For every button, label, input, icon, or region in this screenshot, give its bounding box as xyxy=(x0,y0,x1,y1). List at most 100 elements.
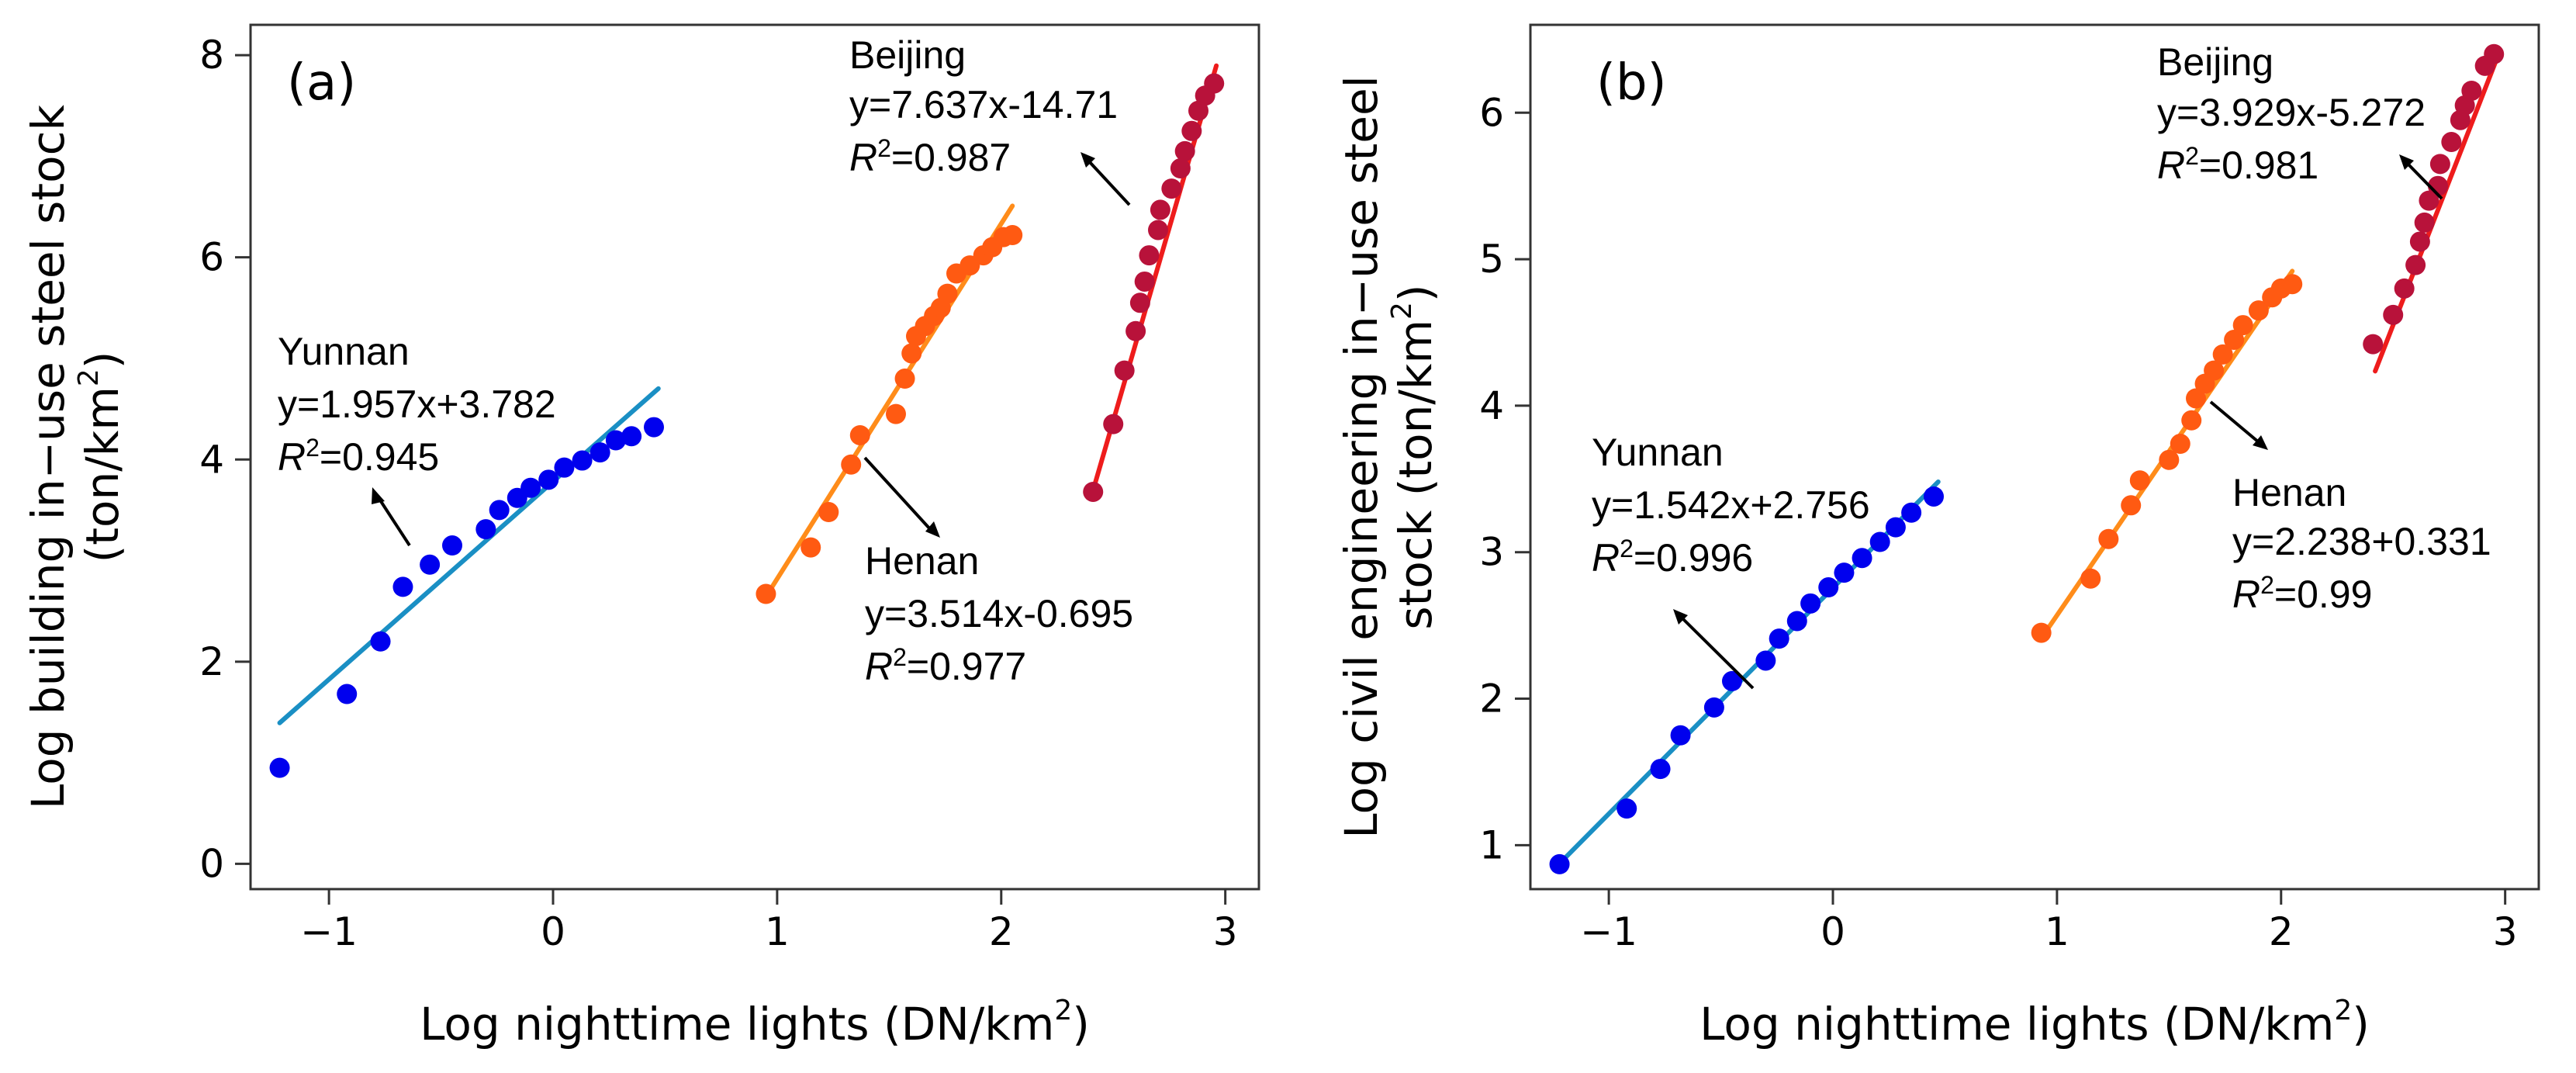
panel-b-henan-point xyxy=(2159,449,2180,470)
panel-a-yunnan-point xyxy=(370,631,391,652)
panel-a-henan-point xyxy=(841,454,862,475)
panel-b-y-axis-title-line2: stock (ton/km2) xyxy=(1386,284,1442,629)
panel-a-yunnan-point xyxy=(489,500,510,521)
panel-a-x-tick-label: 3 xyxy=(1213,909,1238,954)
panel-b-ticks: −1 0 1 2 3 1 2 3 4 5 6 xyxy=(1479,90,2517,954)
panel-a-yunnan-r2: R2=0.945 xyxy=(278,434,439,479)
panel-b-beijing-point xyxy=(2383,304,2404,325)
panel-b-henan-r2: R2=0.99 xyxy=(2232,571,2372,616)
panel-b-y-axis-title-line1: Log civil engineering in−use steel xyxy=(1335,75,1388,839)
panel-b-beijing-point xyxy=(2414,212,2435,233)
panel-a-beijing-label: Beijing xyxy=(849,33,966,77)
panel-b-beijing-point xyxy=(2363,334,2384,355)
panel-a-henan-point xyxy=(1002,225,1023,246)
panel-a-y-axis-title-line2: (ton/km2) xyxy=(73,351,129,563)
panel-a-henan-point xyxy=(818,502,839,523)
panel-b-henan-annotation: Henan y=2.238+0.331 R2=0.99 xyxy=(2209,400,2491,616)
panel-b-yunnan-point xyxy=(1722,670,1742,691)
panel-b-yunnan-point xyxy=(1800,593,1821,614)
panel-a-henan-point xyxy=(800,537,821,558)
panel-a-yunnan-arrow xyxy=(376,495,411,547)
panel-b-beijing-r2: R2=0.981 xyxy=(2157,142,2318,187)
panel-b-henan-equation: y=2.238+0.331 xyxy=(2232,520,2491,563)
panel-a-y-axis-title-line1: Log building in−use steel stock xyxy=(22,105,74,810)
panel-b-y-tick-label: 1 xyxy=(1479,822,1504,867)
panel-b-x-tick-label: −1 xyxy=(1580,909,1637,954)
panel-a-henan-arrowhead xyxy=(925,521,940,538)
panel-a-yunnan-point xyxy=(538,469,559,490)
panel-b-yunnan-equation: y=1.542x+2.756 xyxy=(1592,483,1870,527)
panel-b-yunnan-point xyxy=(1818,577,1839,598)
panel-a-beijing-point xyxy=(1170,158,1191,179)
panel-a-henan-point xyxy=(901,343,922,364)
panel-a-x-tick-label: −1 xyxy=(300,909,358,954)
panel-b-beijing-point xyxy=(2419,190,2439,211)
panel-b-beijing-equation: y=3.929x-5.272 xyxy=(2157,91,2426,134)
panel-b-yunnan-point xyxy=(1769,628,1789,649)
panel-a-henan-point xyxy=(849,424,870,445)
panel-a-yunnan-point xyxy=(420,554,441,575)
panel-a-beijing-point xyxy=(1103,414,1124,434)
panel-a-yunnan-point xyxy=(337,684,358,704)
panel-b-y-axis-title: Log civil engineering in−use steel stock… xyxy=(1335,75,1442,839)
panel-a-yunnan-point xyxy=(605,430,626,451)
panel-a-beijing-point xyxy=(1114,360,1135,381)
panel-a-yunnan-point xyxy=(554,457,575,478)
panel-b-x-tick-label: 1 xyxy=(2045,909,2069,954)
panel-b: −1 0 1 2 3 1 2 3 4 5 6 (b) Yunnan y=1.542x+2.756 R… xyxy=(1335,23,2540,1051)
panel-a-henan-arrow xyxy=(863,456,932,531)
panel-a-beijing-point xyxy=(1134,271,1155,292)
panel-b-yunnan-point xyxy=(1549,853,1570,874)
panel-a-yunnan-point xyxy=(644,417,664,438)
panel-b-henan-point xyxy=(2186,388,2206,409)
panel-b-beijing-point xyxy=(2405,254,2426,275)
panel-b-henan-label: Henan xyxy=(2232,471,2346,514)
panel-a-beijing-point xyxy=(1148,220,1168,241)
panel-b-beijing-annotation: Beijing y=3.929x-5.272 R2=0.981 xyxy=(2157,40,2443,200)
panel-b-yunnan-arrowhead xyxy=(1673,609,1688,625)
panel-b-henan-point xyxy=(2121,495,2142,516)
panel-a-yunnan-point xyxy=(572,450,593,471)
panel-a-beijing-r2: R2=0.987 xyxy=(849,134,1011,179)
panel-b-x-axis-title: Log nighttime lights (DN/km2) xyxy=(1699,995,2370,1051)
panel-a-x-tick-label: 1 xyxy=(765,909,790,954)
panel-b-henan-point xyxy=(2170,434,2190,455)
panel-b-henan-point xyxy=(2232,315,2253,336)
panel-a-yunnan-point xyxy=(621,426,642,447)
panel-a-y-axis-title: Log building in−use steel stock (ton/km2… xyxy=(22,105,129,810)
panel-b-yunnan-point xyxy=(1755,650,1776,671)
panel-a-yunnan-point xyxy=(269,757,290,778)
panel-b-yunnan-point xyxy=(1852,548,1872,569)
panel-b-beijing-point xyxy=(2394,278,2415,299)
panel-b-yunnan-arrow xyxy=(1680,616,1755,690)
panel-a-beijing-point xyxy=(1181,120,1202,141)
panel-a-y-tick-label: 6 xyxy=(199,235,224,280)
panel-b-points xyxy=(1549,43,2505,874)
panel-a-x-tick-label: 2 xyxy=(989,909,1014,954)
panel-b-henan-point xyxy=(2204,360,2225,381)
panel-b-y-tick-label: 6 xyxy=(1479,90,1504,135)
panel-b-frame xyxy=(1529,23,2540,891)
panel-a-henan-equation: y=3.514x-0.695 xyxy=(865,592,1133,635)
panel-b-yunnan-label: Yunnan xyxy=(1592,431,1724,474)
panel-b-henan-point xyxy=(2129,470,2150,491)
panel-b-yunnan-point xyxy=(1703,697,1724,718)
panel-a-henan-point xyxy=(756,583,776,604)
panel-a-beijing-point xyxy=(1083,481,1104,502)
panel-a-points xyxy=(269,73,1225,778)
panel-b-beijing-point xyxy=(2441,132,2462,153)
panel-a-beijing-equation: y=7.637x-14.71 xyxy=(849,83,1118,126)
panel-a-yunnan-label: Yunnan xyxy=(278,330,410,373)
panel-a-yunnan-point xyxy=(475,519,496,540)
panel-b-yunnan-point xyxy=(1924,486,1944,507)
panel-b-x-tick-label: 2 xyxy=(2269,909,2294,954)
panel-b-beijing-point xyxy=(2484,43,2505,64)
panel-b-henan-point xyxy=(2031,622,2052,643)
panel-b-yunnan-point xyxy=(1901,502,1922,523)
panel-a-y-tick-label: 8 xyxy=(199,33,224,78)
panel-b-x-tick-label: 0 xyxy=(1820,909,1845,954)
panel-b-beijing-arrowhead xyxy=(2399,154,2414,170)
panel-a-henan-label: Henan xyxy=(865,539,979,583)
panel-b-henan-point xyxy=(2248,300,2269,321)
